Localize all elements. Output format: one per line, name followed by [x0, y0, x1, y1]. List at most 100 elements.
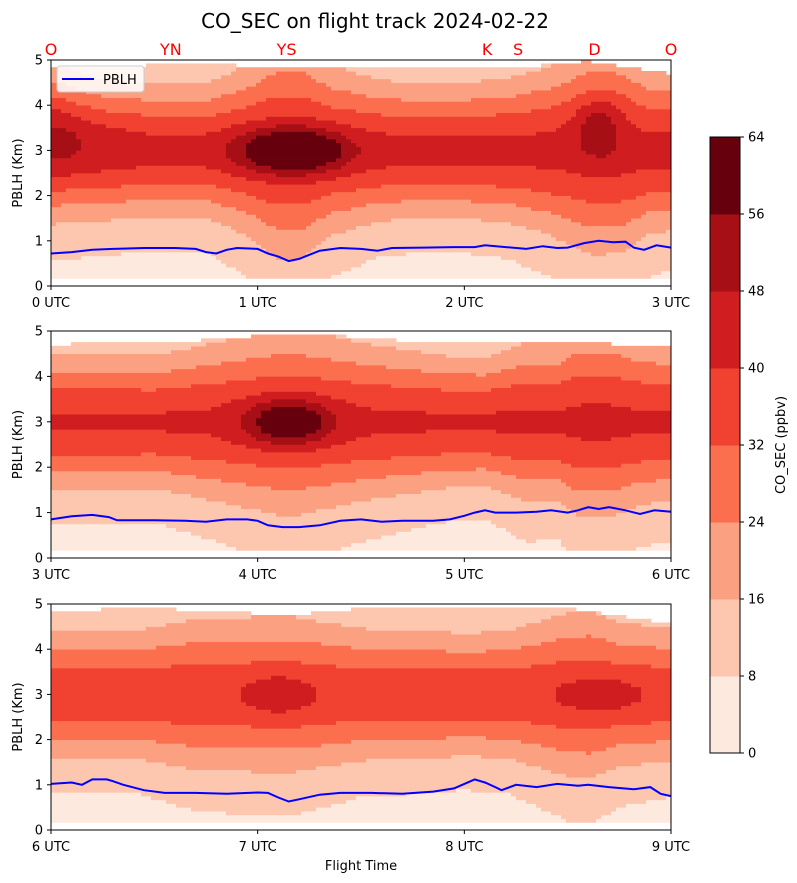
contour-cell	[341, 270, 542, 275]
contour-cell	[631, 701, 671, 706]
contour-cell	[221, 221, 267, 227]
contour-cell	[51, 184, 122, 189]
contour-cell	[256, 421, 322, 426]
contour-cell	[511, 74, 577, 80]
contour-cell	[621, 108, 671, 114]
contour-cell	[541, 270, 662, 275]
contour-cell	[76, 150, 227, 155]
contour-cell	[576, 244, 632, 249]
contour-cell	[51, 663, 172, 669]
contour-cell	[51, 206, 237, 211]
contour-cell	[246, 429, 262, 434]
contour-cell	[51, 165, 137, 170]
contour-cell	[51, 425, 242, 430]
contour-cell	[331, 210, 552, 215]
contour-cell	[51, 406, 212, 411]
contour-cell	[351, 542, 562, 547]
contour-cell	[611, 116, 627, 121]
contour-cell	[636, 123, 671, 129]
contour-cell	[216, 538, 367, 544]
contour-cell	[316, 391, 671, 396]
x-tick-label: 4 UTC	[239, 568, 277, 583]
contour-cell	[246, 701, 312, 706]
contour-cell	[51, 123, 107, 129]
contour-cell	[626, 93, 671, 98]
contour-cell	[301, 512, 577, 517]
contour-cell	[331, 395, 671, 400]
contour-cell	[156, 451, 442, 457]
contour-cell	[166, 410, 247, 415]
contour-cell	[256, 195, 322, 200]
contour-cell	[246, 682, 312, 688]
contour-cell	[246, 395, 332, 400]
contour-cell	[271, 398, 307, 404]
contour-cell	[51, 474, 197, 479]
contour-cell	[616, 131, 671, 136]
contour-cell	[566, 482, 632, 487]
contour-cell	[221, 93, 367, 98]
contour-cell	[236, 546, 342, 551]
contour-cell	[256, 463, 322, 468]
contour-cell	[141, 387, 157, 392]
contour-cell	[51, 769, 252, 774]
contour-cell	[51, 671, 671, 676]
contour-cell	[621, 679, 671, 684]
contour-cell	[146, 626, 367, 631]
contour-cell	[261, 244, 317, 249]
contour-cell	[51, 773, 567, 778]
contour-cell	[61, 108, 107, 114]
contour-cell	[51, 780, 671, 786]
contour-cell	[551, 274, 652, 279]
contour-cell	[51, 731, 671, 737]
contour-cell	[536, 165, 671, 170]
contour-cell	[321, 402, 357, 407]
contour-cell	[341, 622, 527, 627]
contour-cell	[101, 168, 222, 174]
contour-cell	[311, 97, 402, 102]
contour-cell	[501, 489, 671, 494]
location-marker: K	[482, 40, 493, 59]
contour-cell	[606, 153, 671, 159]
contour-cell	[496, 410, 671, 415]
contour-cell	[51, 187, 67, 193]
contour-cell	[246, 165, 272, 170]
contour-cell	[311, 682, 562, 688]
contour-cell	[651, 274, 671, 279]
contour-cell	[251, 615, 297, 620]
x-tick-label: 7 UTC	[239, 840, 277, 855]
contour-cell	[261, 447, 317, 453]
contour-cell	[351, 266, 532, 272]
contour-cell	[51, 512, 277, 517]
contour-cell	[571, 463, 622, 468]
contour-cell	[51, 127, 67, 132]
contour-cell	[301, 660, 557, 665]
contour-cell	[326, 168, 367, 174]
contour-cell	[51, 485, 272, 491]
contour-cell	[51, 153, 72, 159]
contour-cell	[346, 229, 542, 234]
contour-cell	[221, 402, 257, 407]
contour-cell	[226, 263, 362, 268]
contour-cell	[346, 398, 671, 404]
contour-cell	[596, 773, 671, 778]
contour-cell	[51, 459, 227, 464]
contour-cell	[526, 622, 642, 627]
contour-cell	[481, 78, 572, 83]
contour-cell	[331, 429, 427, 434]
contour-cell	[501, 470, 671, 476]
contour-cell	[191, 531, 397, 536]
contour-cell	[316, 116, 572, 121]
contour-cell	[331, 803, 537, 808]
contour-cell	[351, 645, 522, 650]
contour-cell	[236, 67, 347, 72]
contour-cell	[51, 637, 557, 642]
contour-cell	[146, 63, 237, 68]
contour-cell	[261, 425, 322, 430]
contour-cell	[171, 663, 337, 669]
contour-cell	[521, 497, 671, 502]
contour-cell	[51, 172, 72, 178]
contour-cell	[311, 199, 402, 204]
contour-cell	[551, 615, 607, 620]
contour-cell	[616, 142, 671, 147]
contour-cell	[271, 432, 307, 438]
